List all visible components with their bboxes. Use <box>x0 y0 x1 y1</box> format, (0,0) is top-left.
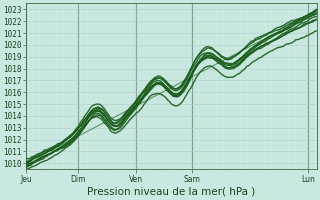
X-axis label: Pression niveau de la mer( hPa ): Pression niveau de la mer( hPa ) <box>87 187 255 197</box>
